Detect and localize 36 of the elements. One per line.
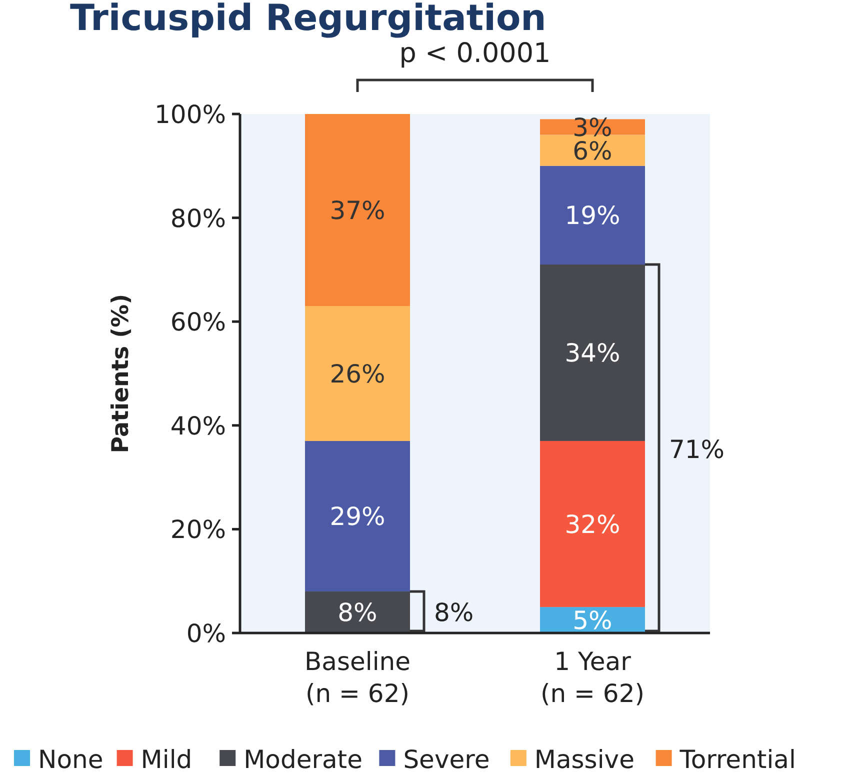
y-tick-label: 80%: [170, 204, 226, 233]
bar: [540, 440, 645, 608]
bar: [540, 119, 645, 135]
legend-label: None: [38, 745, 104, 774]
y-tick-label: 40%: [170, 411, 226, 440]
y-tick-label: 0%: [186, 619, 226, 648]
chart-title: Tricuspid Regurgitation: [70, 0, 546, 39]
annotation: 71%: [669, 434, 725, 464]
y-tick-label: 20%: [170, 515, 226, 544]
legend-label: Mild: [140, 745, 192, 774]
annotation: 8%: [434, 598, 474, 628]
bar: [305, 440, 410, 592]
data-label: 29%: [330, 502, 386, 532]
y-tick-label: 100%: [154, 100, 226, 129]
y-tick-label: 60%: [170, 308, 226, 337]
y-axis-title: Patients (%): [108, 294, 134, 454]
bar: [540, 134, 645, 166]
legend-label: Moderate: [244, 745, 363, 774]
bar: [540, 166, 645, 265]
data-label: 26%: [330, 360, 386, 388]
text: p < 0.0001: [399, 38, 551, 69]
bar: [540, 264, 645, 441]
data-label: 19%: [564, 201, 620, 230]
data-label: 34%: [564, 338, 620, 368]
legend-label: Massive: [534, 745, 634, 774]
data-label: 5%: [572, 606, 612, 636]
bar: [305, 306, 410, 441]
bar: [305, 591, 410, 633]
data-label: 32%: [564, 510, 620, 540]
legend-label: Torrential: [678, 745, 796, 774]
data-label: 8%: [338, 598, 378, 628]
x-tick-label: Baseline (n = 62): [304, 647, 410, 708]
x-tick-label: 1 Year (n = 62): [540, 647, 645, 708]
data-label: 37%: [330, 196, 386, 226]
bar: [305, 114, 410, 306]
legend-label: Severe: [403, 745, 490, 774]
